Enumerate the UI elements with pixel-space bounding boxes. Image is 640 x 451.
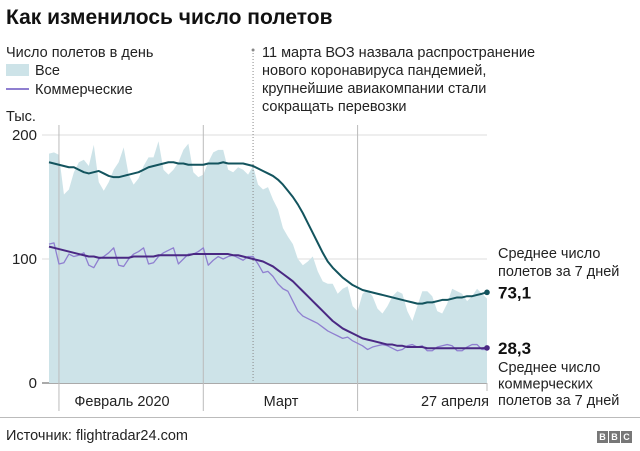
annotation-text: 11 марта ВОЗ назвала распространение нов… [262, 44, 535, 116]
legend-item-all: Все [6, 62, 60, 80]
line-series-2 [48, 161, 488, 305]
end-point-commercial [484, 345, 490, 351]
legend-item-commercial: Коммерческие [6, 81, 133, 99]
series-label-commercial: полетов за 7 дней [498, 393, 619, 409]
bbc-logo-block: C [621, 431, 632, 443]
bbc-logo-block: B [609, 431, 620, 443]
source-text: Источник: flightradar24.com [6, 428, 188, 444]
series-label-all: Среднее число [498, 246, 601, 262]
legend-heading: Число полетов в день [6, 45, 154, 61]
x-tick-label: 27 апреля [421, 394, 489, 410]
series-label-commercial: коммерческих [498, 377, 594, 393]
x-tick-label: Март [264, 394, 299, 410]
annotation-dot [251, 48, 255, 52]
y-tick-label: 100 [12, 251, 37, 268]
bbc-logo: B B C [597, 431, 632, 443]
end-value-all: 73,1 [498, 283, 531, 302]
series-label-all: полетов за 7 дней [498, 264, 619, 280]
legend-label-commercial: Коммерческие [35, 82, 133, 98]
line-series-3 [48, 245, 488, 350]
area-series-all [49, 141, 487, 383]
end-value-commercial: 28,3 [498, 339, 531, 358]
legend-swatch-area [6, 64, 29, 76]
annotation-line: 11 марта ВОЗ назвала распространение [262, 45, 536, 61]
end-point-all [484, 289, 490, 296]
y-tick-label: 0 [29, 375, 37, 392]
x-tick-label: Февраль 2020 [74, 394, 169, 410]
annotation-line: крупнейшие авиакомпании стали [262, 81, 487, 97]
footer-divider [0, 417, 640, 418]
chart-plot: 0 100 200 Февраль 2020 Март 27 апреля 73,1 28,3… [12, 48, 619, 411]
y-axis-unit: Тыс. [6, 109, 36, 125]
legend-swatch-line [6, 88, 29, 90]
y-tick-label: 200 [12, 127, 37, 144]
line-series-1 [48, 242, 487, 352]
annotation-line: сокращать перевозки [262, 99, 407, 115]
chart-title: Как изменилось число полетов [6, 6, 333, 29]
legend-label-all: Все [35, 63, 60, 79]
annotation-line: нового коронавируса пандемией, [262, 63, 487, 79]
bbc-logo-block: B [597, 431, 608, 443]
series-label-commercial: Среднее число [498, 360, 601, 376]
